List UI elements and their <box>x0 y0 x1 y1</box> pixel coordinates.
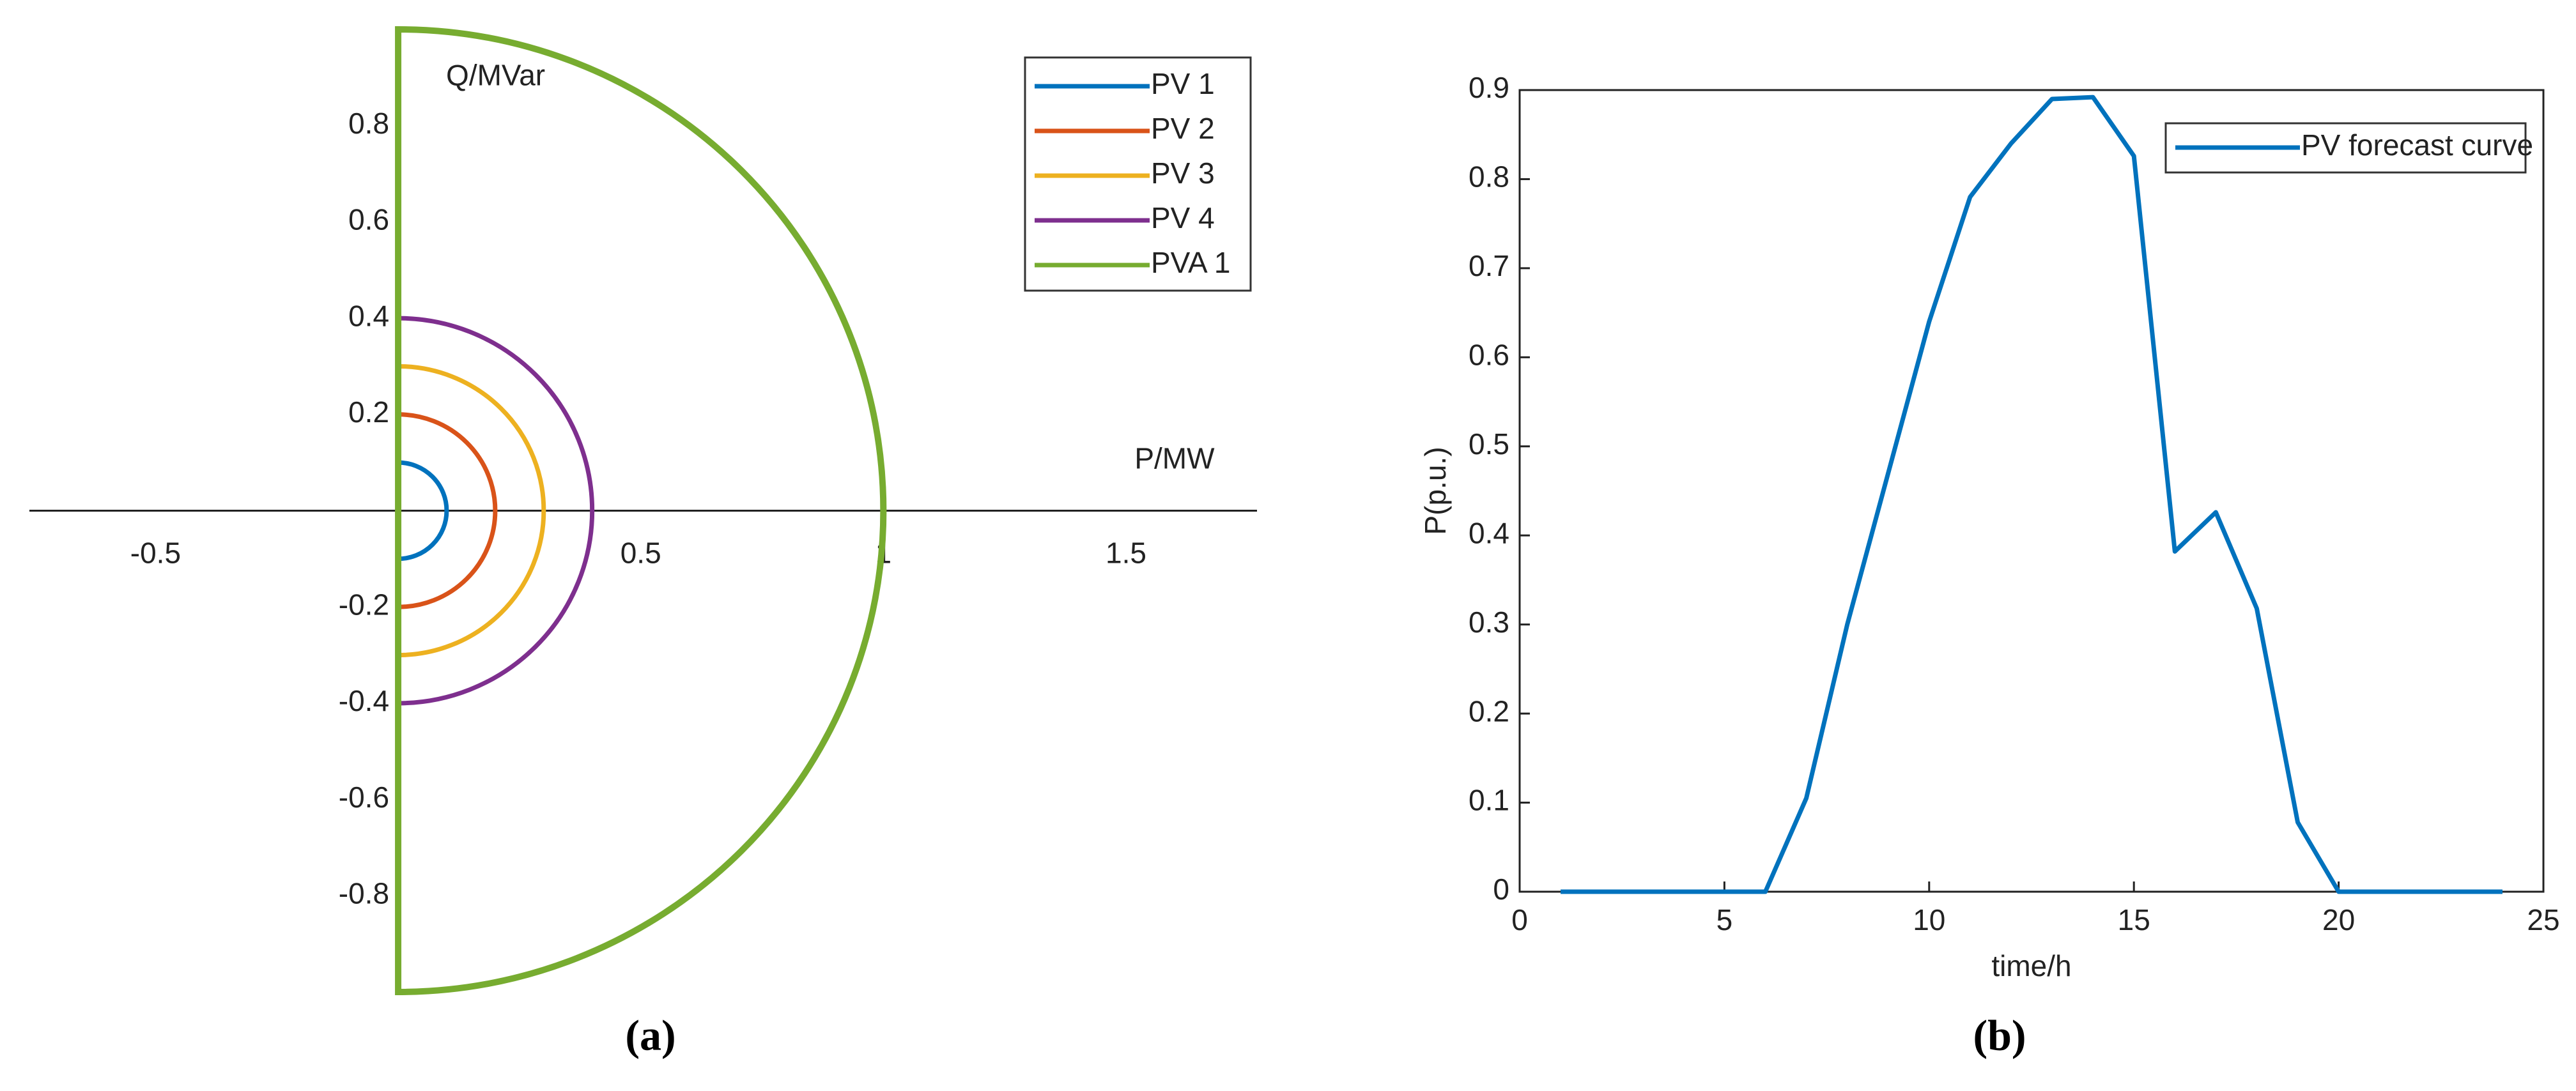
y-axis-label: Q/MVar <box>446 59 545 92</box>
y-tick-label: 0.1 <box>1469 784 1509 817</box>
legend-label: PV 1 <box>1151 67 1215 100</box>
y-tick-label: -0.4 <box>339 684 389 717</box>
plot-frame <box>1518 89 2545 893</box>
caption: (b) <box>1973 1011 2026 1060</box>
legend-label: PV 3 <box>1151 156 1215 190</box>
x-tick-label: 1.5 <box>1106 537 1146 570</box>
y-tick-label: 0.4 <box>1469 516 1509 549</box>
data-line <box>1561 95 2503 894</box>
x-tick-label: 0.5 <box>621 537 661 570</box>
y-tick-label: 0.3 <box>1469 606 1509 639</box>
capability-curve <box>396 316 595 706</box>
y-tick-label: 0.6 <box>348 203 389 236</box>
x-tick-label: 10 <box>1913 903 1945 936</box>
x-tick-label: 25 <box>2527 903 2559 936</box>
y-tick-label: 0.4 <box>348 299 389 332</box>
y-tick-label: 0.8 <box>348 107 389 140</box>
y-axis-label: P(p.u.) <box>1419 446 1452 535</box>
x-tick-label: 20 <box>2322 903 2355 936</box>
x-tick-label: 5 <box>1716 903 1733 936</box>
y-tick-label: 0.2 <box>348 395 389 429</box>
caption: (a) <box>625 1011 675 1060</box>
x-axis-label: time/h <box>1991 949 2071 982</box>
capability-curve <box>396 412 498 609</box>
capability-curve <box>396 363 546 658</box>
x-tick-label: -0.5 <box>130 537 181 570</box>
y-tick-label: -0.6 <box>339 781 389 814</box>
y-tick-label: 0.7 <box>1469 249 1509 282</box>
y-tick-label: 0.5 <box>1469 427 1509 461</box>
y-tick-label: 0.2 <box>1469 694 1509 728</box>
capability-curve <box>396 460 449 561</box>
legend-label: PV 4 <box>1151 201 1215 234</box>
y-tick-label: -0.8 <box>339 876 389 910</box>
y-tick-label: 0.8 <box>1469 160 1509 194</box>
y-tick-label: 0.6 <box>1469 338 1509 371</box>
legend-label: PV 2 <box>1151 112 1215 145</box>
y-tick-label: 0 <box>1493 873 1509 906</box>
y-tick-label: -0.2 <box>339 588 389 621</box>
x-tick-label: 0 <box>1511 903 1528 936</box>
capability-curve <box>395 26 887 996</box>
x-tick-label: 15 <box>2118 903 2150 936</box>
x-axis-label: P/MW <box>1134 442 1215 475</box>
legend-label: PV forecast curve <box>2301 128 2533 162</box>
legend-label: PVA 1 <box>1151 246 1230 279</box>
y-tick-label: 0.9 <box>1469 71 1509 104</box>
